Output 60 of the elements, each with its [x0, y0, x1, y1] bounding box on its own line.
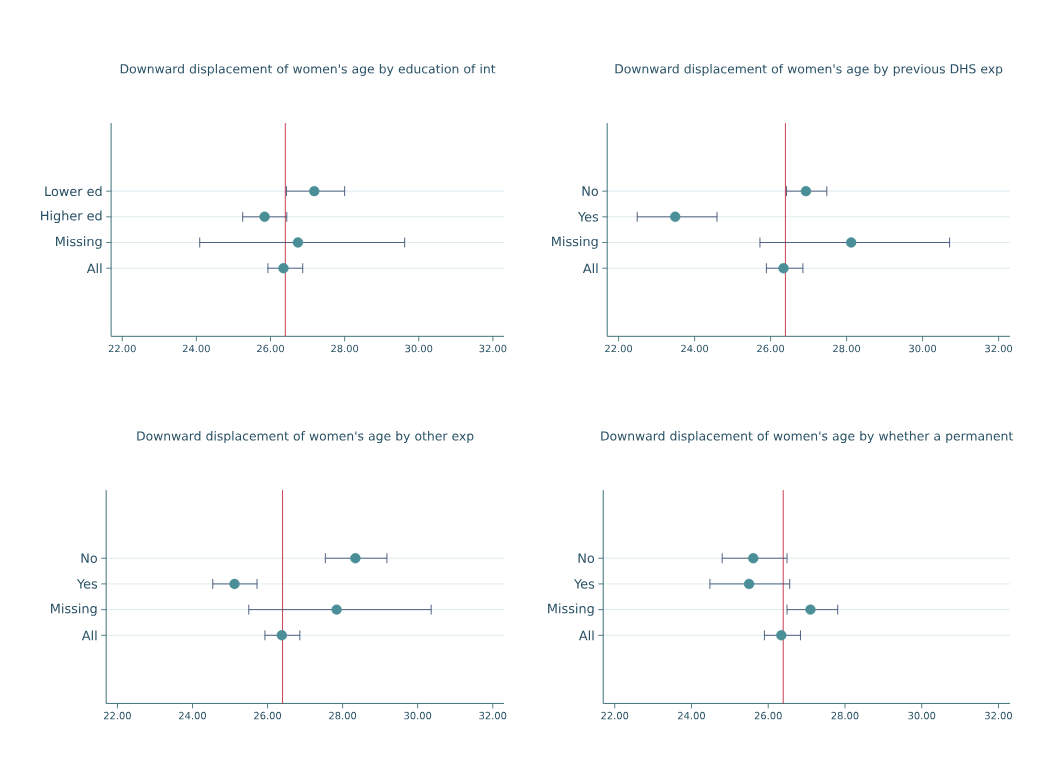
point — [776, 630, 787, 641]
y-tick-label: Missing — [56, 236, 102, 249]
x-tick-label: 26.00 — [254, 711, 282, 720]
x-tick-label: 26.00 — [757, 344, 785, 353]
x-tick-label: 28.00 — [329, 711, 357, 720]
x-tick-label: 24.00 — [182, 344, 210, 353]
y-tick-label: Yes — [574, 579, 595, 589]
chart-title: Downward displacement of women's age by education of int — [120, 63, 496, 76]
point — [309, 186, 320, 197]
y-tick-label: Yes — [577, 212, 599, 222]
y-tick-label: All — [86, 263, 102, 274]
x-tick-label: 22.00 — [108, 344, 136, 353]
y-tick-label: Higher ed — [41, 210, 102, 224]
x-tick-label: 32.00 — [985, 711, 1012, 720]
point — [846, 237, 857, 248]
x-tick-label: 26.00 — [754, 711, 782, 720]
x-tick-label: 26.00 — [257, 344, 284, 353]
y-tick-label: All — [81, 630, 97, 641]
point — [229, 578, 240, 590]
x-tick-label: 22.00 — [605, 344, 633, 353]
chart-title: Downward displacement of women's age by other exp — [137, 431, 474, 444]
point — [748, 553, 759, 564]
y-tick-label: Missing — [548, 603, 594, 616]
x-tick-label: 22.00 — [104, 711, 131, 720]
point — [805, 604, 816, 615]
point — [259, 211, 270, 223]
x-tick-label: 24.00 — [678, 711, 705, 720]
y-tick-label: No — [81, 553, 98, 564]
x-tick-label: 28.00 — [833, 344, 861, 353]
x-tick-label: 28.00 — [331, 344, 359, 353]
point — [278, 263, 289, 274]
x-tick-label: 32.00 — [985, 344, 1013, 353]
point — [331, 604, 342, 615]
y-tick-label: No — [578, 553, 595, 564]
y-tick-label: Lower ed — [45, 186, 102, 197]
point — [743, 578, 755, 590]
y-tick-label: All — [578, 630, 594, 641]
point — [276, 630, 287, 641]
x-tick-label: 32.00 — [479, 344, 507, 353]
point — [778, 263, 789, 274]
point — [800, 186, 812, 197]
point — [350, 553, 361, 564]
y-tick-label: No — [582, 186, 599, 196]
x-tick-label: 30.00 — [909, 344, 937, 353]
point — [670, 211, 681, 223]
chart-title: Downward displacement of women's age by whether a permanent — [601, 431, 1013, 444]
x-tick-label: 30.00 — [908, 711, 936, 720]
y-tick-label: All — [582, 263, 598, 274]
x-tick-label: 32.00 — [479, 711, 507, 720]
y-tick-label: Yes — [76, 579, 98, 589]
chart-title: Downward displacement of women's age by previous DHS exp — [615, 63, 1003, 76]
x-tick-label: 22.00 — [601, 711, 629, 720]
x-tick-label: 30.00 — [405, 344, 433, 353]
point — [292, 237, 304, 248]
x-tick-label: 24.00 — [179, 711, 206, 720]
y-tick-label: Missing — [552, 236, 598, 249]
y-tick-label: Missing — [51, 603, 97, 616]
x-tick-label: 28.00 — [831, 711, 859, 720]
x-tick-label: 24.00 — [681, 344, 709, 353]
x-tick-label: 30.00 — [404, 711, 432, 720]
